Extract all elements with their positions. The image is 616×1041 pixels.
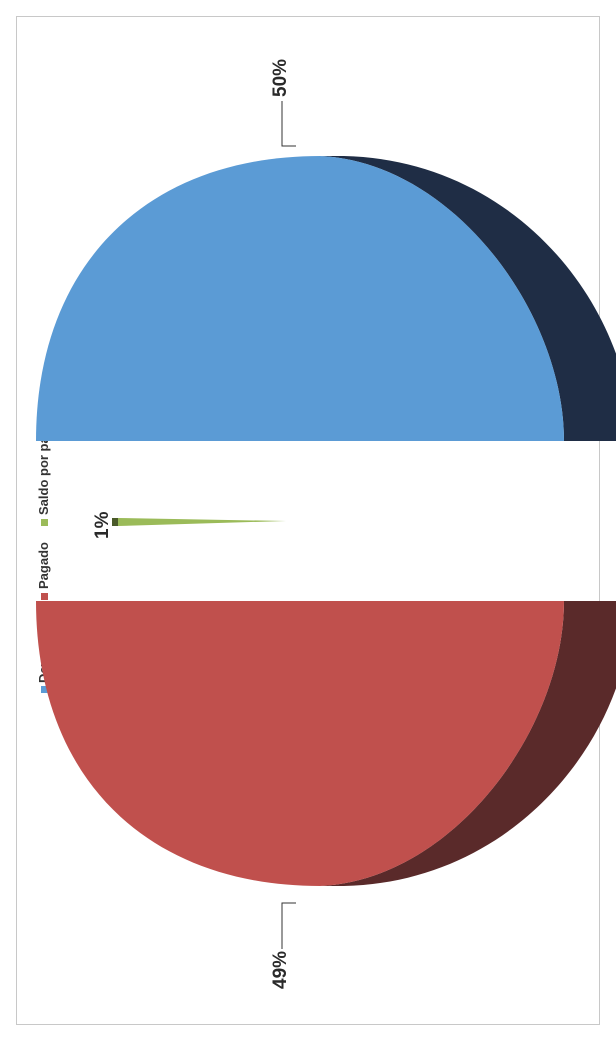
- legend-swatch-saldo-por-pagar: [41, 519, 48, 526]
- data-label-saldo-por-pagar: 1%: [92, 511, 113, 539]
- legend-swatch-pagado: [41, 593, 48, 600]
- pie-slice-top-saldo-por-pagar: [118, 518, 286, 526]
- data-label-devengado: 50%: [270, 59, 291, 97]
- pie-slice-saldo-por-pagar: [112, 518, 286, 526]
- pie-slice-devengado: [36, 156, 616, 441]
- legend-label-pagado: Pagado: [36, 542, 51, 589]
- pie-slice-side-devengado: [320, 156, 616, 441]
- pie-slice-top-devengado: [36, 156, 564, 441]
- legend-item-pagado: Pagado: [36, 542, 51, 600]
- leader-line-devengado: [281, 101, 296, 147]
- pie-slice-side-saldo-por-pagar: [112, 518, 118, 526]
- leader-line-pagado: [281, 902, 296, 949]
- pie-slice-top-pagado: [36, 601, 564, 886]
- pie-slice-side-pagado: [320, 601, 616, 886]
- pie-slice-pagado: [36, 601, 616, 886]
- data-label-pagado: 49%: [270, 951, 291, 989]
